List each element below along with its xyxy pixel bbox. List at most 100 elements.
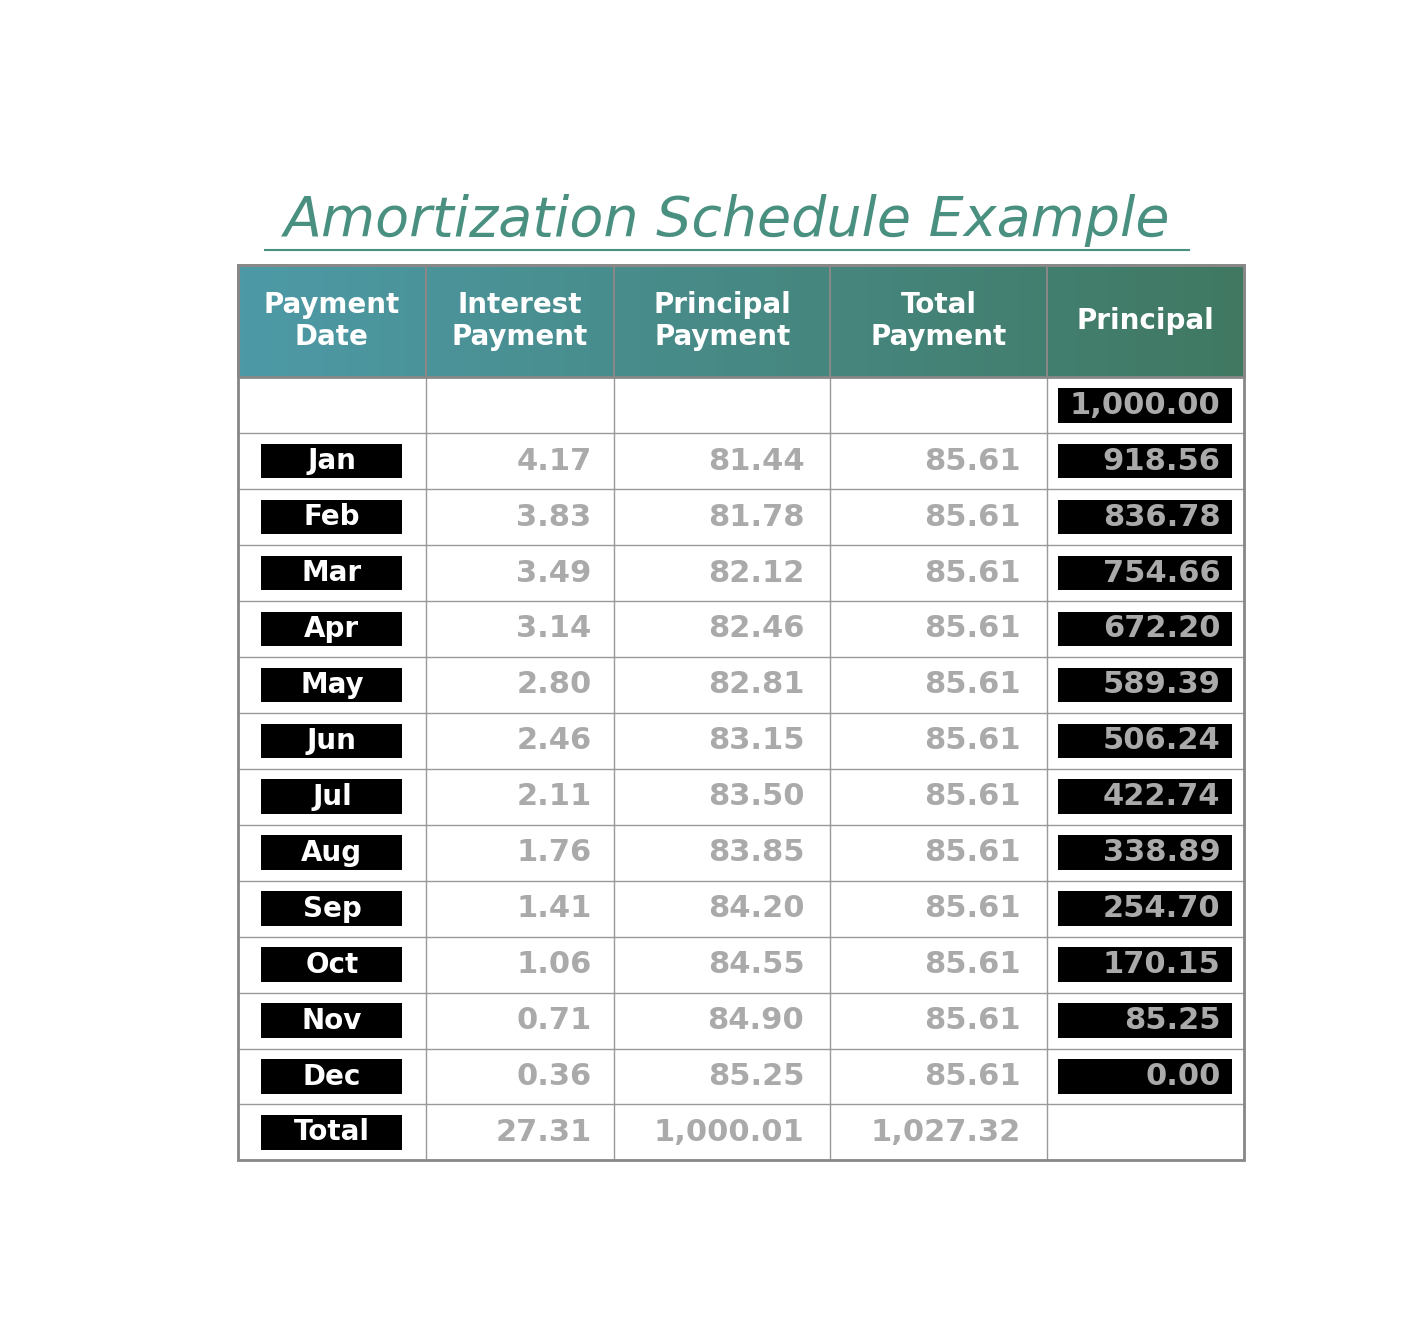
Bar	[573, 266, 582, 378]
Bar	[715, 266, 724, 378]
Bar	[1236, 266, 1244, 378]
Text: 0.00: 0.00	[1145, 1062, 1220, 1091]
Bar	[1034, 266, 1043, 378]
Bar	[247, 266, 254, 378]
Text: Payment
Date: Payment Date	[264, 291, 400, 351]
Text: 85.61: 85.61	[924, 446, 1020, 476]
Bar	[297, 266, 305, 378]
Bar	[833, 266, 841, 378]
Bar	[1059, 499, 1232, 535]
Text: 85.25: 85.25	[1124, 1007, 1220, 1036]
Bar	[1059, 444, 1232, 478]
Bar	[884, 266, 893, 378]
Bar	[414, 266, 423, 378]
Bar	[893, 266, 900, 378]
Bar	[841, 266, 850, 378]
Bar	[455, 266, 464, 378]
Bar	[1060, 266, 1069, 378]
Bar	[261, 835, 403, 871]
Bar	[331, 266, 339, 378]
Bar	[800, 266, 807, 378]
Text: 836.78: 836.78	[1103, 502, 1220, 531]
Bar	[1176, 266, 1185, 378]
Bar	[976, 266, 985, 378]
Text: 506.24: 506.24	[1103, 727, 1220, 756]
Bar	[807, 266, 816, 378]
Text: 1,000.00: 1,000.00	[1070, 391, 1220, 420]
Text: 83.15: 83.15	[708, 727, 805, 756]
Bar	[238, 601, 1244, 657]
Text: 3.14: 3.14	[517, 614, 592, 643]
Text: 0.36: 0.36	[517, 1062, 592, 1091]
Bar	[355, 266, 363, 378]
Bar	[238, 266, 1244, 378]
Bar	[305, 266, 314, 378]
Text: 83.50: 83.50	[708, 782, 805, 811]
Text: 82.46: 82.46	[708, 614, 805, 643]
Bar	[556, 266, 565, 378]
Bar	[850, 266, 858, 378]
Bar	[238, 266, 247, 378]
Bar	[775, 266, 783, 378]
Bar	[238, 378, 1244, 433]
Bar	[280, 266, 288, 378]
Bar	[758, 266, 766, 378]
Bar	[942, 266, 951, 378]
Bar	[1185, 266, 1193, 378]
Text: Nov: Nov	[302, 1007, 362, 1034]
Bar	[1144, 266, 1152, 378]
Bar	[346, 266, 355, 378]
Bar	[238, 992, 1244, 1049]
Bar	[1026, 266, 1034, 378]
Text: Jun: Jun	[307, 727, 356, 754]
Text: 672.20: 672.20	[1103, 614, 1220, 643]
Bar	[582, 266, 590, 378]
Text: Jan: Jan	[308, 446, 356, 476]
Bar	[431, 266, 438, 378]
Bar	[666, 266, 674, 378]
Bar	[1161, 266, 1169, 378]
Text: 2.11: 2.11	[517, 782, 592, 811]
Bar	[599, 266, 607, 378]
Bar	[238, 713, 1244, 769]
Bar	[867, 266, 876, 378]
Bar	[908, 266, 917, 378]
Bar	[406, 266, 414, 378]
Bar	[464, 266, 473, 378]
Text: 85.25: 85.25	[708, 1062, 805, 1091]
Bar	[322, 266, 331, 378]
Text: 85.61: 85.61	[924, 782, 1020, 811]
Bar	[261, 1003, 403, 1038]
Bar	[1219, 266, 1227, 378]
Text: 81.78: 81.78	[708, 502, 805, 531]
Text: Aug: Aug	[301, 839, 362, 867]
Bar	[498, 266, 507, 378]
Text: Apr: Apr	[304, 616, 359, 643]
Text: 1.41: 1.41	[517, 894, 592, 923]
Bar	[1084, 266, 1093, 378]
Bar	[1135, 266, 1144, 378]
Bar	[1152, 266, 1161, 378]
Bar	[640, 266, 648, 378]
Text: 85.61: 85.61	[924, 502, 1020, 531]
Bar	[1093, 266, 1101, 378]
Bar	[1059, 388, 1232, 423]
Bar	[691, 266, 700, 378]
Text: 85.61: 85.61	[924, 894, 1020, 923]
Bar	[876, 266, 884, 378]
Text: 754.66: 754.66	[1103, 559, 1220, 588]
Text: 84.55: 84.55	[708, 950, 805, 979]
Bar	[732, 266, 741, 378]
Bar	[507, 266, 515, 378]
Bar	[1077, 266, 1084, 378]
Text: 2.80: 2.80	[517, 670, 592, 699]
Bar	[238, 266, 1244, 1160]
Bar	[261, 947, 403, 982]
Bar	[925, 266, 934, 378]
Text: 82.81: 82.81	[708, 670, 805, 699]
Text: Dec: Dec	[302, 1062, 360, 1091]
Text: 1,000.01: 1,000.01	[654, 1118, 805, 1147]
Bar	[968, 266, 976, 378]
Bar	[261, 1115, 403, 1149]
Text: Oct: Oct	[305, 951, 359, 979]
